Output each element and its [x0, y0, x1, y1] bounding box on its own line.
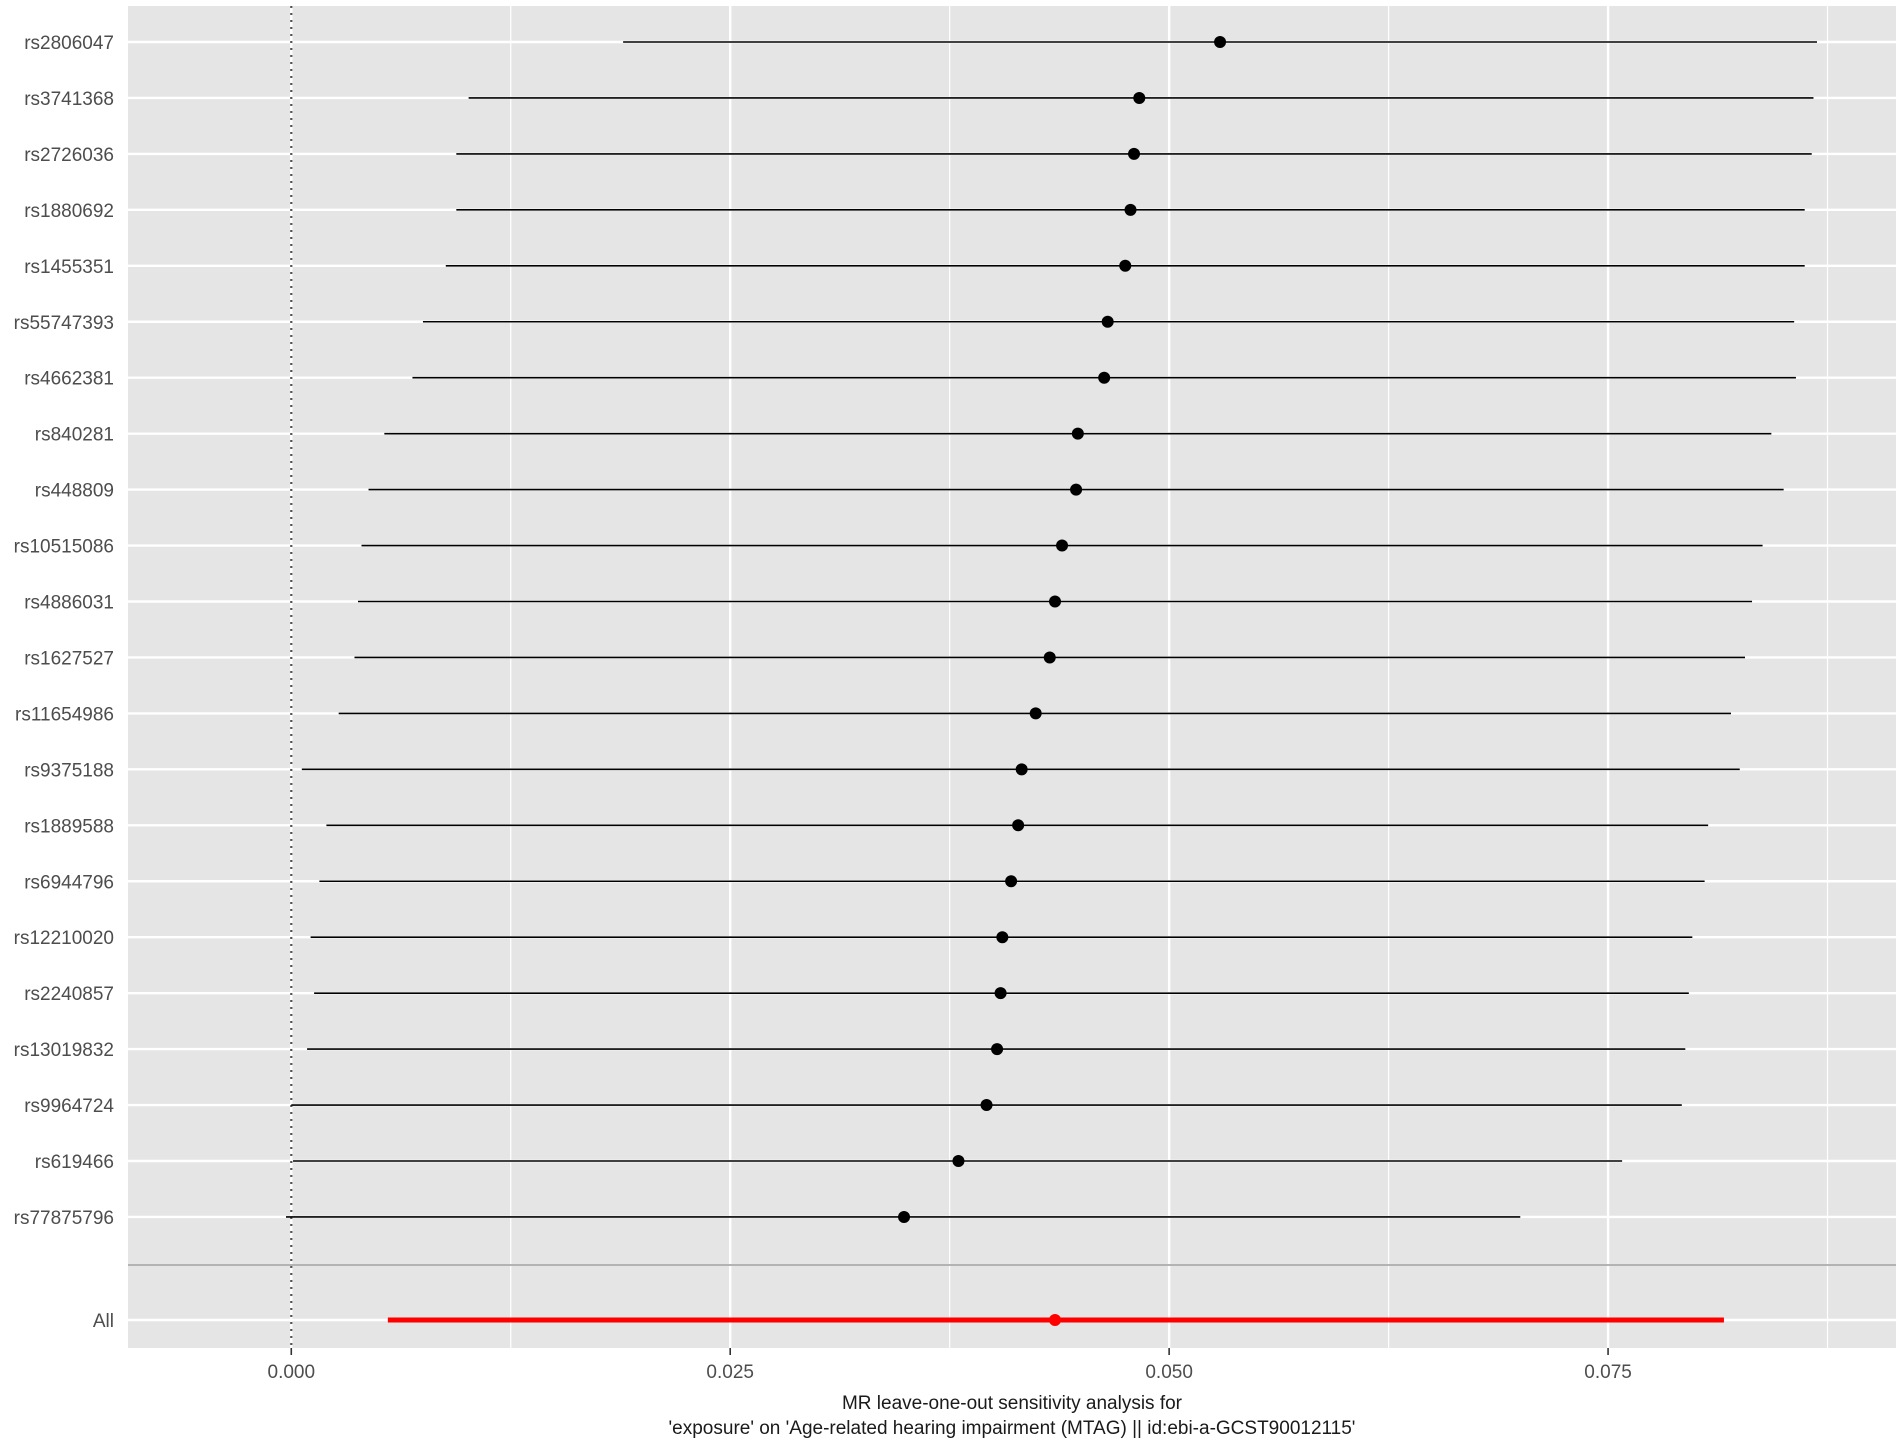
y-tick-label: rs1627527: [24, 648, 114, 669]
y-tick-label: rs2240857: [24, 984, 114, 1005]
snp-row-rs1455351: [445, 259, 1805, 272]
snp-rows: [286, 36, 1817, 1223]
snp-row-rs448809: [368, 483, 1784, 496]
estimate-point: [1012, 819, 1025, 832]
y-tick-label: rs4662381: [24, 369, 114, 390]
y-tick-label: rs11654986: [15, 704, 114, 725]
snp-row-rs77875796: [286, 1210, 1521, 1223]
y-tick-label: rs448809: [35, 481, 114, 502]
snp-row-rs10515086: [361, 539, 1763, 552]
snp-row-rs4662381: [412, 371, 1796, 384]
plot-panel: [128, 6, 1896, 1348]
estimate-point: [996, 931, 1009, 944]
x-axis-label-line-2: 'exposure' on 'Age-related hearing impai…: [669, 1418, 1356, 1439]
estimate-point: [1124, 203, 1137, 216]
x-tick-labels: 0.000 0.025 0.050 0.075: [268, 1348, 1632, 1383]
y-tick-label-all: All: [93, 1311, 114, 1332]
y-tick-label: rs55747393: [14, 313, 114, 334]
estimate-point: [898, 1210, 911, 1223]
y-tick-label: rs77875796: [14, 1208, 114, 1229]
estimate-point: [1070, 483, 1083, 496]
overall-estimate: [387, 1314, 1724, 1326]
y-tick-label: rs12210020: [14, 928, 114, 949]
estimate-point: [980, 1099, 993, 1112]
snp-row-rs1880692: [456, 203, 1805, 216]
snp-row-rs13019832: [307, 1043, 1686, 1056]
y-tick-label: rs1889588: [24, 816, 114, 837]
estimate-point: [1119, 259, 1132, 272]
y-tick-label: rs840281: [35, 425, 114, 446]
snp-row-rs2240857: [314, 987, 1689, 1000]
snp-row-rs12210020: [310, 931, 1693, 944]
estimate-point: [994, 987, 1007, 1000]
estimate-point: [991, 1043, 1004, 1056]
snp-row-rs2806047: [623, 36, 1817, 48]
estimate-point: [1056, 539, 1069, 552]
estimate-point: [1049, 595, 1062, 608]
estimate-point: [1128, 147, 1141, 160]
estimate-point: [1043, 651, 1056, 664]
snp-row-rs619466: [293, 1155, 1623, 1167]
x-tick-label: 0.075: [1584, 1362, 1632, 1383]
snp-row-rs9375188: [301, 763, 1740, 776]
snp-row-rs1889588: [326, 819, 1709, 832]
estimate-point: [952, 1155, 965, 1167]
x-axis-label-line-1: MR leave-one-out sensitivity analysis fo…: [842, 1393, 1183, 1414]
y-tick-label: rs9375188: [24, 760, 114, 781]
snp-row-rs6944796: [319, 875, 1705, 888]
snp-row-rs55747393: [422, 315, 1795, 328]
y-tick-label: rs2726036: [24, 145, 114, 166]
estimate-point: [1098, 371, 1111, 384]
y-tick-label: rs3741368: [24, 89, 114, 110]
y-tick-label: rs1880692: [24, 201, 114, 222]
estimate-point: [1133, 91, 1146, 104]
y-tick-label: rs4886031: [24, 593, 114, 614]
snp-row-rs9964724: [291, 1099, 1682, 1112]
y-tick-label: rs10515086: [14, 537, 114, 558]
x-tick-label: 0.050: [1145, 1362, 1193, 1383]
y-tick-label: rs13019832: [14, 1040, 114, 1061]
y-tick-label: rs9964724: [24, 1096, 114, 1117]
estimate-point: [1071, 427, 1084, 440]
x-tick-label: 0.000: [268, 1362, 316, 1383]
snp-row-rs4886031: [357, 595, 1753, 608]
x-tick-label: 0.025: [706, 1362, 754, 1383]
overall-estimate-point: [1049, 1314, 1062, 1326]
estimate-point: [1005, 875, 1018, 888]
estimate-point: [1214, 36, 1227, 48]
snp-row-rs840281: [384, 427, 1772, 440]
y-tick-labels: rs2806047 rs3741368 rs2726036 rs1880692 rs14…: [14, 33, 115, 1332]
estimate-point: [1029, 707, 1042, 720]
snp-row-rs11654986: [338, 707, 1731, 720]
estimate-point: [1015, 763, 1028, 776]
estimate-point: [1101, 315, 1114, 328]
snp-row-rs2726036: [456, 147, 1812, 160]
y-tick-label: rs2806047: [24, 33, 114, 54]
y-tick-label: rs6944796: [24, 872, 114, 893]
snp-row-rs3741368: [468, 91, 1814, 104]
y-tick-label: rs619466: [35, 1152, 114, 1173]
y-tick-label: rs1455351: [24, 257, 114, 278]
snp-row-rs1627527: [354, 651, 1746, 664]
